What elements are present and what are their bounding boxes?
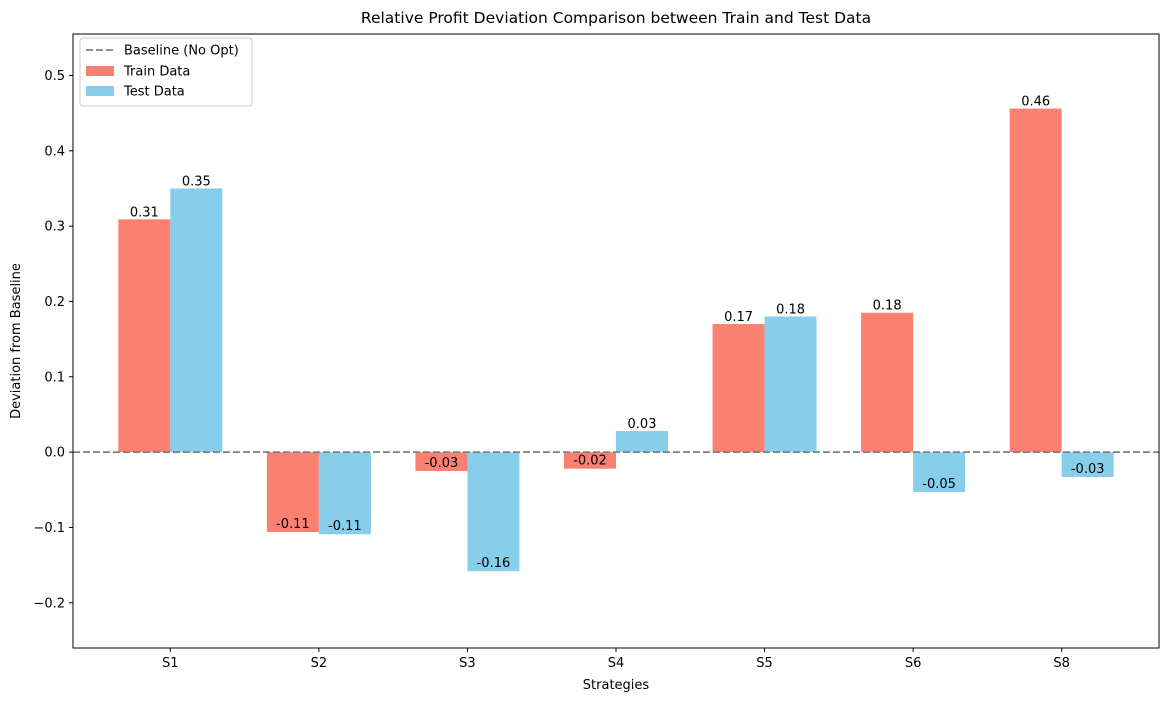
data-label-test-s8: -0.03 [1071,462,1105,477]
x-tick-label-s1: S1 [162,656,179,671]
data-label-train-s1: 0.31 [130,205,159,220]
y-tick-label: −0.2 [33,596,65,611]
y-axis-label: Deviation from Baseline [9,263,24,419]
data-label-train-s4: -0.02 [573,454,607,469]
bar-train-s1 [118,219,171,453]
x-tick-label-s3: S3 [459,656,476,671]
x-tick-label-s4: S4 [608,656,625,671]
legend-label-test: Test Data [123,85,185,100]
bar-test-s5 [764,316,817,453]
data-label-test-s5: 0.18 [776,303,805,318]
plot-frame [72,33,1160,649]
x-tick-label-s2: S2 [311,656,328,671]
bar-train-s4 [564,452,616,469]
y-tick-label: 0.0 [44,446,65,461]
y-tick-label: 0.4 [44,144,65,159]
chart-title: Relative Profit Deviation Comparison bet… [361,9,871,27]
x-axis-label: Strategies [583,678,650,693]
bar-train-s2 [266,452,319,532]
data-label-test-s3: -0.16 [477,556,511,571]
data-labels-layer: 0.31 -0.11 -0.03 -0.02 0.17 0.18 0.46 0.35 -0.11… [130,95,1105,572]
bar-test-s8 [1061,452,1114,477]
data-label-train-s3: -0.03 [425,456,459,471]
y-tick-label: −0.1 [33,521,65,536]
bar-test-s3 [467,452,520,572]
legend: Baseline (No Opt) Train Data Test Data [79,37,253,107]
bar-test-s4 [616,431,668,453]
x-tick-label-s6: S6 [905,656,922,671]
y-tick-label: 0.1 [44,370,65,385]
data-label-test-s1: 0.35 [182,174,211,189]
legend-swatch-train [86,66,114,76]
bars-layer [118,108,1114,572]
bar-train-s6 [861,312,914,453]
bar-test-s6 [913,452,966,493]
data-label-train-s8: 0.46 [1021,95,1050,110]
data-label-test-s2: -0.11 [328,519,362,534]
x-tick-label-s8: S8 [1053,656,1070,671]
bar-train-s5 [712,324,765,453]
legend-swatch-test [86,86,114,96]
bar-train-s8 [1009,108,1062,453]
legend-label-baseline: Baseline (No Opt) [124,44,239,59]
bar-test-s1 [170,188,223,453]
legend-label-train: Train Data [123,65,190,80]
legend-box [79,37,253,107]
data-label-train-s5: 0.17 [724,310,753,325]
y-tick-label: 0.5 [44,69,65,84]
bar-train-s3 [415,452,468,471]
data-label-test-s6: -0.05 [922,477,956,492]
bar-test-s2 [318,452,371,535]
axes-layer: −0.2 −0.1 0.0 0.1 0.2 0.3 0.4 0.5 S1 S2 S3 S4 S5 S6 S8 [33,33,1160,671]
data-label-test-s4: 0.03 [628,417,657,432]
data-label-train-s6: 0.18 [873,299,902,314]
y-tick-label: 0.3 [44,220,65,235]
y-tick-label: 0.2 [44,295,65,310]
x-tick-label-s5: S5 [756,656,773,671]
data-label-train-s2: -0.11 [276,517,310,532]
